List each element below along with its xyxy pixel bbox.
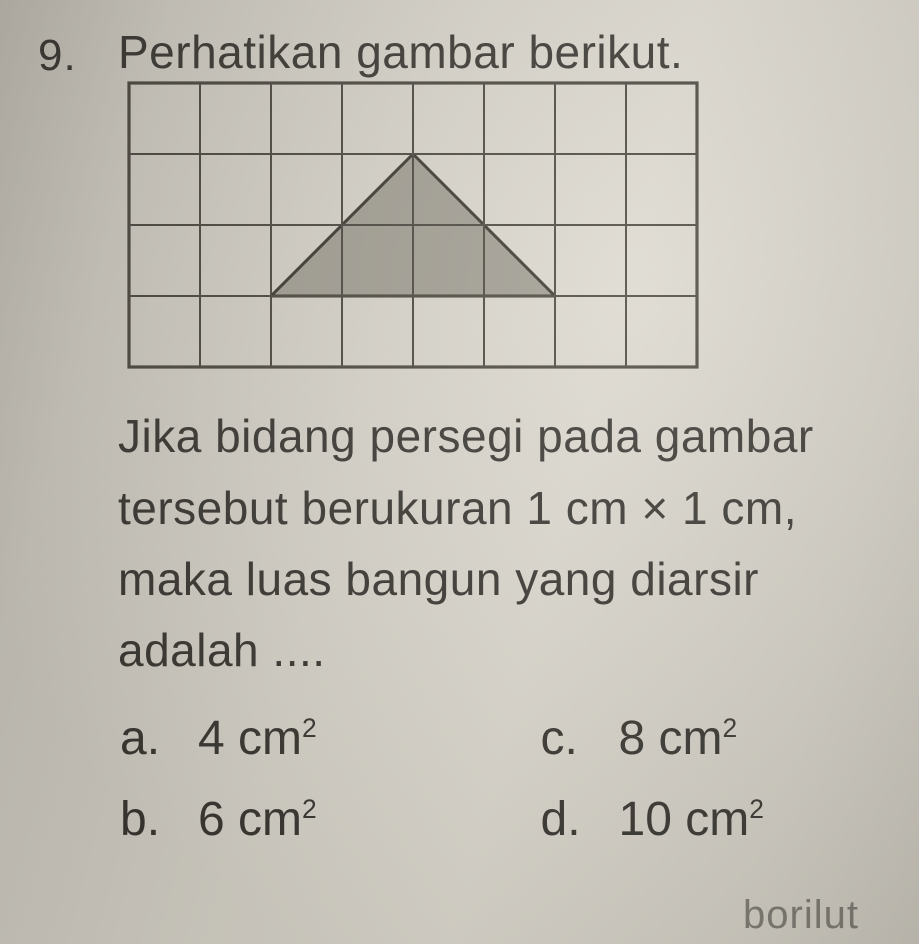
question-stem: Perhatikan gambar berikut. <box>118 28 901 76</box>
choice-b: b. 6 cm2 <box>120 789 481 851</box>
question-number: 9. <box>38 28 96 78</box>
choice-letter: b. <box>120 789 176 851</box>
choice-value: 4 cm2 <box>198 708 317 770</box>
choice-value: 10 cm2 <box>619 789 764 851</box>
choice-letter: d. <box>541 789 597 851</box>
figure <box>126 80 901 375</box>
question-block: 9. Perhatikan gambar berikut. Jika bidan… <box>38 28 901 851</box>
choice-c: c. 8 cm2 <box>541 708 902 770</box>
choice-letter: a. <box>120 708 176 770</box>
choice-letter: c. <box>541 708 597 770</box>
answer-choices: a. 4 cm2 c. 8 cm2 b. 6 cm2 d. 1 <box>118 708 901 851</box>
cropped-text-fragment: borilut <box>743 893 859 938</box>
question-paragraph: Jika bidang persegi pada gambar tersebut… <box>118 401 895 686</box>
question-body: Perhatikan gambar berikut. Jika bidang p… <box>118 28 901 851</box>
choice-a: a. 4 cm2 <box>120 708 481 770</box>
grid-triangle-svg <box>126 80 700 370</box>
choice-value: 8 cm2 <box>619 708 738 770</box>
choice-value: 6 cm2 <box>198 789 317 851</box>
choice-d: d. 10 cm2 <box>541 789 902 851</box>
